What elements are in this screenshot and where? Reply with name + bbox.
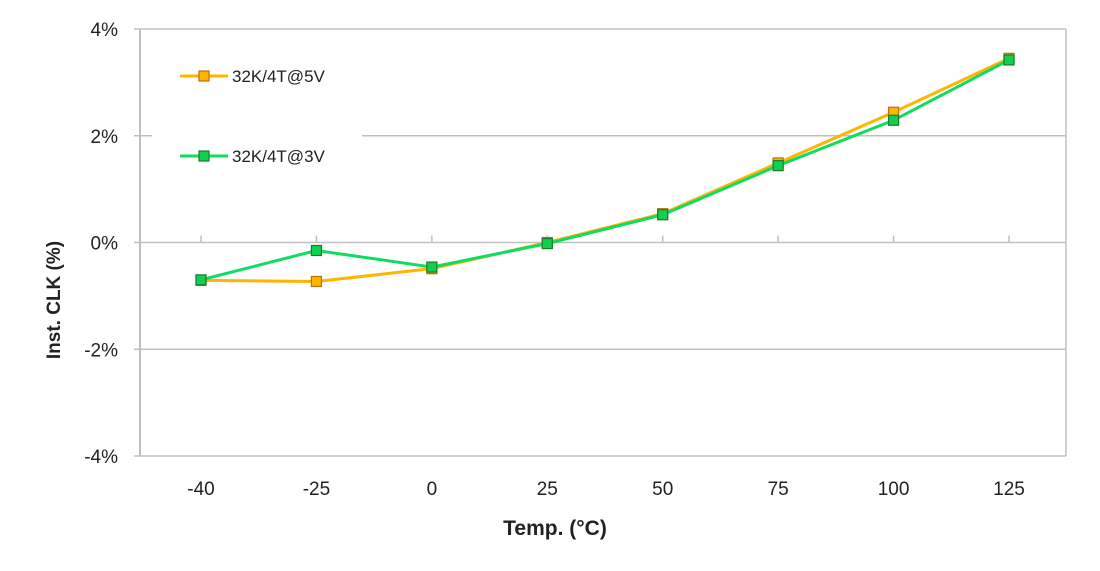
x-axis-label: Temp. (°C) <box>503 517 607 540</box>
y-tick-label: 2% <box>91 127 119 148</box>
legend: 32K/4T@5V 32K/4T@3V <box>180 67 326 166</box>
x-tick-label: 50 <box>652 479 673 500</box>
data-point <box>426 261 438 273</box>
x-tick-label: -25 <box>303 479 330 500</box>
y-tick-label: -2% <box>84 340 118 361</box>
x-tick-label: 25 <box>537 479 558 500</box>
x-tick-label: 100 <box>878 479 910 500</box>
legend-marker-0 <box>198 70 210 82</box>
data-point <box>195 274 207 286</box>
data-point <box>772 160 784 172</box>
data-point <box>1003 54 1015 66</box>
data-point <box>310 275 323 288</box>
axes <box>134 28 1067 457</box>
data-point <box>541 237 553 250</box>
y-tick-label: 4% <box>91 20 119 41</box>
x-tick-label: -40 <box>187 479 214 500</box>
y-tick-labels: -4% -2% 0% 2% 4% <box>84 20 118 468</box>
legend-label-1: 32K/4T@3V <box>232 147 326 166</box>
legend-marker-1 <box>198 150 210 162</box>
data-point <box>310 244 323 257</box>
legend-background <box>152 50 362 180</box>
y-tick-label: 0% <box>91 234 119 255</box>
x-tick-labels: -40 -25 0 25 50 75 100 125 <box>187 479 1025 500</box>
x-tick-label: 125 <box>993 479 1025 500</box>
legend-label-0: 32K/4T@5V <box>232 67 326 86</box>
y-tick-label: -4% <box>84 447 118 468</box>
x-tick-label: 75 <box>768 479 789 500</box>
x-tick-label: 0 <box>427 479 438 500</box>
series-line-1 <box>200 58 1010 282</box>
y-axis-label: Inst. CLK (%) <box>44 241 65 359</box>
data-point <box>657 209 669 221</box>
series-group <box>195 52 1015 288</box>
data-point <box>887 114 900 126</box>
